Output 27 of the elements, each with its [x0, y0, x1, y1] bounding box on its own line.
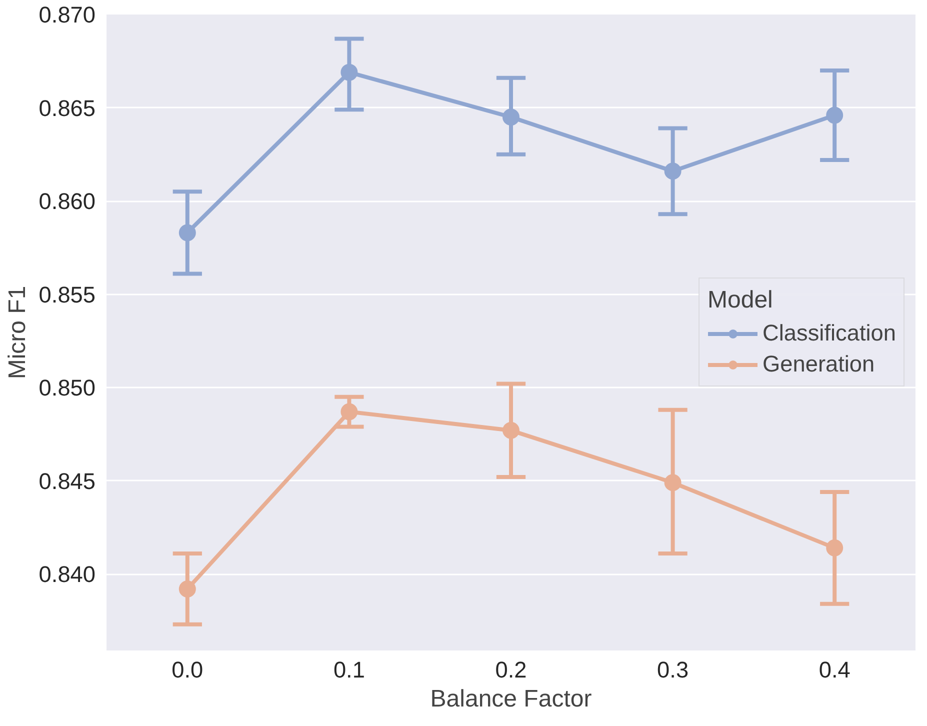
point — [178, 224, 196, 242]
x-tick-label: 0.4 — [818, 656, 850, 682]
y-axis-title: Micro F1 — [4, 286, 31, 380]
point — [826, 106, 844, 124]
point — [664, 162, 682, 180]
y-tick-label: 0.845 — [38, 468, 96, 494]
x-tick-label: 0.3 — [657, 656, 689, 682]
x-tick-label: 0.2 — [495, 656, 527, 682]
y-tick-label: 0.840 — [38, 561, 96, 588]
y-tick-label: 0.870 — [38, 2, 96, 28]
y-tick-label: 0.865 — [38, 94, 96, 121]
x-axis-title: Balance Factor — [430, 686, 592, 712]
legend-label: Classification — [762, 320, 896, 346]
x-tick-label: 0.1 — [333, 656, 365, 682]
y-tick-label: 0.855 — [38, 281, 96, 308]
point — [826, 539, 844, 556]
y-tick-label: 0.860 — [38, 188, 96, 214]
x-tick-label: 0.0 — [172, 656, 204, 682]
y-tick-label: 0.850 — [38, 374, 96, 401]
point — [178, 580, 196, 598]
point — [340, 64, 358, 81]
point — [502, 108, 520, 126]
point — [340, 403, 358, 420]
legend-title: Model — [708, 286, 774, 314]
legend-label: Generation — [762, 350, 875, 378]
point — [502, 422, 520, 439]
point — [664, 474, 682, 492]
